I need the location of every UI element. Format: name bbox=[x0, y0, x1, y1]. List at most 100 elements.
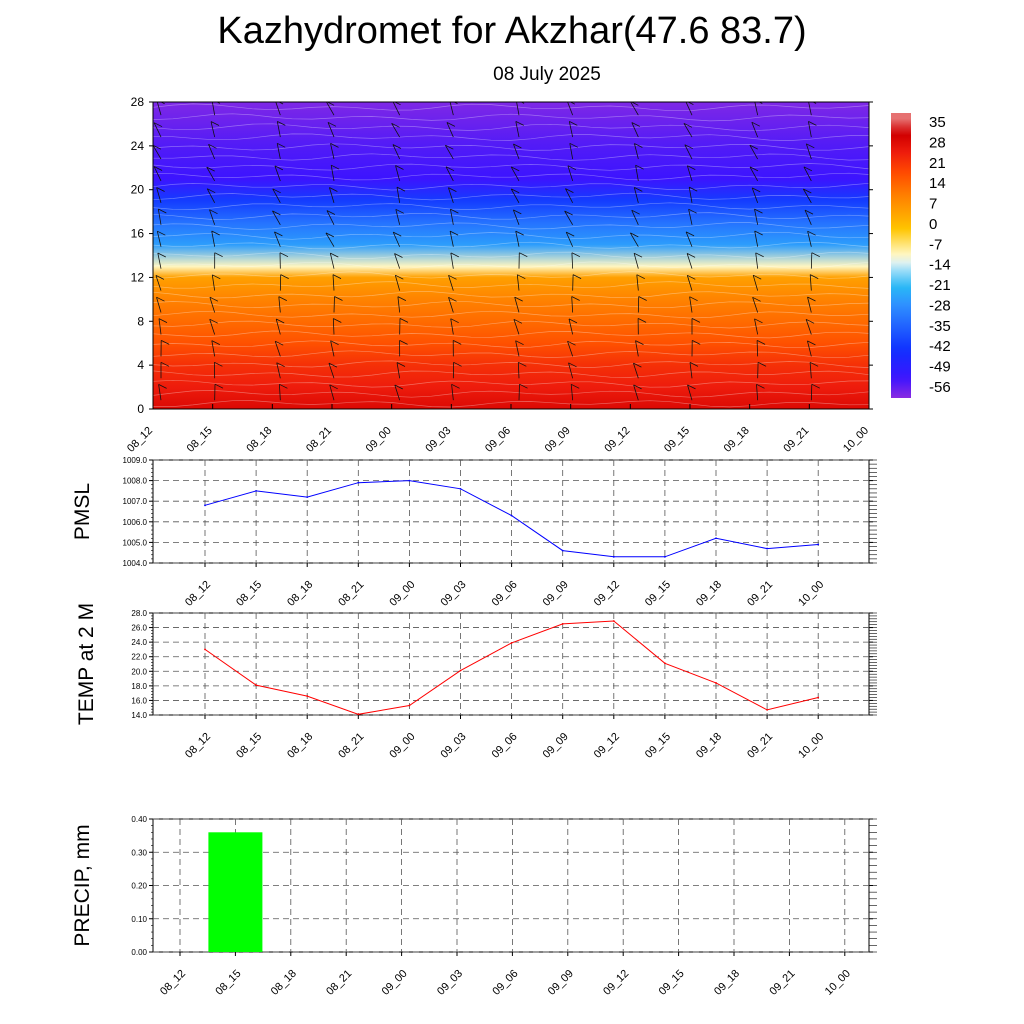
wind-barb bbox=[396, 186, 406, 203]
wind-barb bbox=[636, 274, 645, 291]
x-tick-label: 08_18 bbox=[285, 731, 315, 761]
wind-barb bbox=[328, 362, 338, 379]
data-point bbox=[204, 504, 206, 507]
colorbar-label: 28 bbox=[929, 134, 946, 151]
wind-barb bbox=[512, 209, 522, 225]
wind-barb bbox=[395, 165, 404, 182]
wind-barb bbox=[808, 121, 817, 138]
wind-barb bbox=[329, 187, 338, 203]
wind-barb bbox=[326, 210, 336, 225]
wind-barb bbox=[874, 319, 882, 335]
contour-line bbox=[153, 320, 869, 329]
wind-barb bbox=[206, 188, 216, 204]
wind-barb bbox=[565, 231, 575, 247]
wind-barb bbox=[396, 362, 406, 379]
wind-barbs bbox=[153, 102, 884, 401]
x-tick-label: 08_15 bbox=[234, 579, 264, 609]
contour-line bbox=[153, 271, 869, 279]
x-tick-label: 08_12 bbox=[183, 579, 213, 609]
wind-barb bbox=[156, 296, 165, 313]
y-tick-label: 14.0 bbox=[131, 711, 147, 720]
wind-barb bbox=[872, 363, 880, 378]
contour-line bbox=[153, 370, 869, 378]
contour-lines bbox=[153, 103, 869, 408]
temperature-cross-section: 0 4 8 12 16 20 24 28 08_12 08_15 08_18 08_21 09_00 09… bbox=[125, 95, 884, 455]
wind-barb bbox=[450, 318, 459, 335]
wind-barb bbox=[211, 340, 220, 357]
wind-barb bbox=[687, 384, 696, 401]
wind-barb bbox=[691, 318, 701, 335]
wind-barb bbox=[446, 122, 456, 138]
contour-line bbox=[153, 202, 869, 210]
x-tick-label: 08_18 bbox=[269, 968, 299, 998]
plot-frame bbox=[152, 459, 870, 564]
wind-barb bbox=[637, 296, 647, 313]
contour-line bbox=[153, 379, 869, 388]
x-tick-label: 10_00 bbox=[796, 579, 826, 609]
wind-barb bbox=[211, 230, 220, 247]
y-tick-label: 26.0 bbox=[131, 624, 147, 633]
wind-barb bbox=[274, 231, 283, 247]
wind-barb bbox=[394, 384, 403, 401]
y-tick-label: 18.0 bbox=[131, 682, 147, 691]
wind-barb bbox=[633, 362, 642, 379]
y-tick-label: 28 bbox=[131, 95, 145, 109]
colorbar-label: 35 bbox=[929, 114, 946, 131]
y-tick-label: 0.10 bbox=[131, 915, 147, 924]
y-tick-label: 0 bbox=[137, 402, 144, 416]
wind-barb bbox=[392, 231, 402, 247]
wind-barb bbox=[803, 166, 813, 182]
y-axis-label: PMSL bbox=[71, 483, 94, 540]
data-point bbox=[766, 547, 768, 550]
wind-barb bbox=[631, 209, 640, 225]
wind-barb bbox=[449, 230, 459, 247]
wind-barb bbox=[689, 362, 699, 379]
colorbar-label: 21 bbox=[929, 155, 946, 172]
wind-barb bbox=[208, 143, 217, 160]
contour-line bbox=[153, 192, 869, 201]
y-tick-label: 20.0 bbox=[131, 667, 147, 676]
wind-barb bbox=[637, 318, 647, 335]
wind-barb bbox=[757, 361, 767, 379]
colorbar-label: -21 bbox=[929, 277, 951, 294]
x-tick-label: 08_15 bbox=[185, 425, 215, 455]
wind-barb bbox=[689, 296, 698, 313]
wind-barb bbox=[330, 340, 339, 357]
wind-barb bbox=[876, 253, 884, 269]
y-tick-label: 16 bbox=[131, 227, 145, 241]
wind-barb bbox=[209, 318, 218, 335]
x-tick-label: 09_06 bbox=[490, 968, 520, 998]
wind-barb bbox=[329, 252, 339, 269]
wind-barb bbox=[394, 253, 403, 269]
wind-barb bbox=[399, 340, 408, 357]
y-tick-label: 8 bbox=[137, 314, 144, 328]
wind-barb bbox=[444, 144, 454, 160]
x-tick-label: 09_03 bbox=[439, 579, 469, 609]
wind-barb bbox=[634, 143, 643, 160]
x-tick-label: 09_09 bbox=[546, 968, 576, 998]
wind-barb bbox=[633, 187, 643, 203]
wind-barb bbox=[686, 274, 696, 291]
wind-barb bbox=[214, 252, 223, 269]
wind-barb bbox=[448, 296, 457, 313]
contour-line bbox=[153, 143, 869, 151]
wind-barb bbox=[330, 164, 340, 182]
data-point bbox=[561, 623, 564, 625]
wind-barb bbox=[629, 232, 639, 247]
x-tick-label: 09_21 bbox=[745, 579, 775, 609]
contour-line bbox=[153, 133, 869, 141]
wind-barb bbox=[448, 274, 457, 291]
data-point bbox=[715, 682, 717, 684]
colorbar-label: 7 bbox=[929, 196, 937, 213]
colorbar-label: -56 bbox=[929, 379, 951, 396]
wind-barb bbox=[685, 102, 694, 116]
x-tick-label: 08_18 bbox=[244, 425, 274, 455]
wind-barb bbox=[332, 318, 342, 335]
wind-barb bbox=[688, 186, 698, 203]
wind-barb bbox=[870, 232, 878, 246]
wind-barb bbox=[807, 296, 816, 313]
wind-barb bbox=[635, 340, 644, 357]
wind-barb bbox=[810, 252, 820, 269]
data-point bbox=[612, 555, 615, 558]
